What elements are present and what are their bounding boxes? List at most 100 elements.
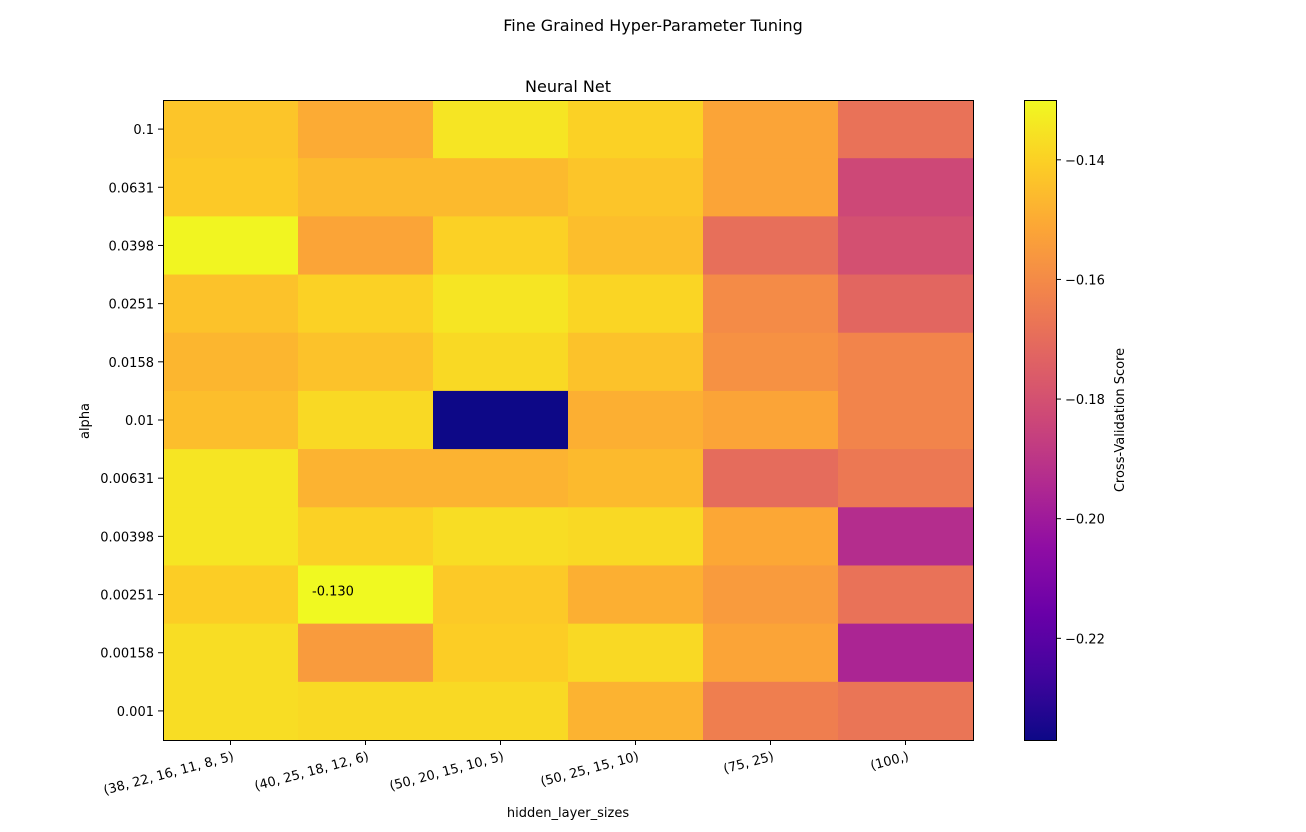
- heatmap-cell: [298, 100, 434, 159]
- y-tick-label: 0.0158: [109, 356, 155, 371]
- colorbar-tick-label: −0.22: [1065, 632, 1105, 647]
- heatmap-cell: [568, 100, 704, 159]
- heatmap-cell: [568, 449, 704, 508]
- y-tick-label: 0.00158: [100, 647, 154, 662]
- heatmap-cell: [568, 390, 704, 450]
- y-tick-label: 0.00251: [100, 589, 154, 604]
- heatmap-cell: [433, 100, 569, 159]
- heatmap-cell: [838, 390, 974, 450]
- heatmap-cell: [838, 332, 974, 392]
- heatmap-cell: [568, 274, 704, 334]
- y-axis-label: alpha: [78, 403, 93, 439]
- heatmap-cell: [703, 565, 839, 625]
- heatmap-cell: [163, 565, 299, 625]
- y-tick-label: 0.00398: [100, 530, 154, 545]
- heatmap-cell: [298, 623, 434, 683]
- x-axis-ticks: (38, 22, 16, 11, 8, 5) (40, 25, 18, 12, 6…: [102, 740, 911, 799]
- x-tick-label: (38, 22, 16, 11, 8, 5): [102, 749, 235, 798]
- heatmap-cell: [838, 681, 974, 741]
- heatmap-cell: [433, 216, 569, 276]
- heatmap-cell: [163, 507, 299, 566]
- heatmap-cell: [163, 158, 299, 217]
- heatmap-cell: [568, 507, 704, 566]
- heatmap-cell: [433, 449, 569, 508]
- y-tick-label: 0.0251: [109, 298, 155, 313]
- colorbar-ticks: −0.14 −0.16 −0.18 −0.20 −0.22: [1056, 154, 1105, 647]
- heatmap-cell: [163, 100, 299, 159]
- x-tick-label: (50, 25, 15, 10): [539, 749, 641, 790]
- heatmap-cell: [433, 623, 569, 683]
- heatmap-cell: [433, 681, 569, 741]
- heatmap-cell: [568, 565, 704, 625]
- heatmap-cell: [163, 390, 299, 450]
- y-axis-ticks: 0.1 0.0631 0.0398 0.0251 0.0158 0.01 0.00631 0.…: [100, 123, 163, 720]
- cell-annotations: -0.130: [312, 584, 354, 599]
- heatmap-cell: [433, 158, 569, 217]
- figure-suptitle: Fine Grained Hyper-Parameter Tuning: [503, 16, 803, 35]
- heatmap-cell: [298, 390, 434, 450]
- heatmap-cell: [298, 681, 434, 741]
- heatmap-cell: [163, 681, 299, 741]
- heatmap-cell: [163, 623, 299, 683]
- heatmap-cell: [298, 158, 434, 217]
- x-tick-label: (100,): [869, 749, 911, 774]
- heatmap-cell: [703, 390, 839, 450]
- x-axis-label: hidden_layer_sizes: [507, 806, 629, 821]
- colorbar-label: Cross-Validation Score: [1113, 348, 1128, 492]
- heatmap-cell: [703, 274, 839, 334]
- y-tick-label: 0.1: [133, 123, 154, 138]
- heatmap-cell: [838, 274, 974, 334]
- heatmap-cell: [433, 565, 569, 625]
- heatmap-cell: [163, 216, 299, 276]
- heatmap-cell: [838, 449, 974, 508]
- heatmap-cell: [568, 216, 704, 276]
- y-tick-label: 0.0398: [109, 239, 155, 254]
- heatmap-cell: [298, 507, 434, 566]
- colorbar-tick-label: −0.16: [1065, 273, 1105, 288]
- colorbar-tick-label: −0.14: [1065, 154, 1105, 169]
- heatmap-cell: [838, 623, 974, 683]
- heatmap-cell: [703, 216, 839, 276]
- heatmap-cell: [433, 274, 569, 334]
- heatmap-cell: [703, 623, 839, 683]
- heatmap-frame: [163, 100, 974, 741]
- y-tick-label: 0.001: [117, 705, 154, 720]
- x-tick-label: (75, 25): [722, 749, 776, 777]
- x-tick-label: (50, 20, 15, 10, 5): [388, 749, 506, 794]
- heatmap-cell: [703, 681, 839, 741]
- heatmap-cell: [163, 332, 299, 392]
- axes-title: Neural Net: [525, 77, 611, 96]
- heatmap-cell: [703, 100, 839, 159]
- heatmap-cell: [163, 449, 299, 508]
- colorbar-frame: [1024, 100, 1057, 741]
- colorbar-tick-label: −0.20: [1065, 513, 1105, 528]
- y-tick-label: 0.00631: [100, 472, 154, 487]
- heatmap-cells: [163, 100, 974, 741]
- heatmap-cell: [298, 274, 434, 334]
- heatmap-cell: [703, 507, 839, 566]
- heatmap-cell: [838, 507, 974, 566]
- heatmap-cell: [568, 332, 704, 392]
- heatmap-cell: [568, 681, 704, 741]
- heatmap-cell: [298, 332, 434, 392]
- heatmap-cell: [298, 449, 434, 508]
- heatmap-cell: [298, 216, 434, 276]
- x-tick-label: (40, 25, 18, 12, 6): [253, 749, 371, 794]
- y-tick-label: 0.01: [125, 414, 154, 429]
- heatmap-cell: [568, 623, 704, 683]
- heatmap-cell: [298, 565, 434, 625]
- cell-annotation: -0.130: [312, 584, 354, 599]
- heatmap-cell: [838, 100, 974, 159]
- heatmap-cell: [703, 449, 839, 508]
- heatmap-cell: [568, 158, 704, 217]
- heatmap-cell: [433, 390, 569, 450]
- colorbar: [1024, 100, 1056, 740]
- heatmap-cell: [433, 507, 569, 566]
- heatmap-cell: [703, 158, 839, 217]
- heatmap-cell: [433, 332, 569, 392]
- heatmap-cell: [838, 565, 974, 625]
- heatmap-cell: [163, 274, 299, 334]
- heatmap-cell: [838, 158, 974, 217]
- y-tick-label: 0.0631: [109, 181, 155, 196]
